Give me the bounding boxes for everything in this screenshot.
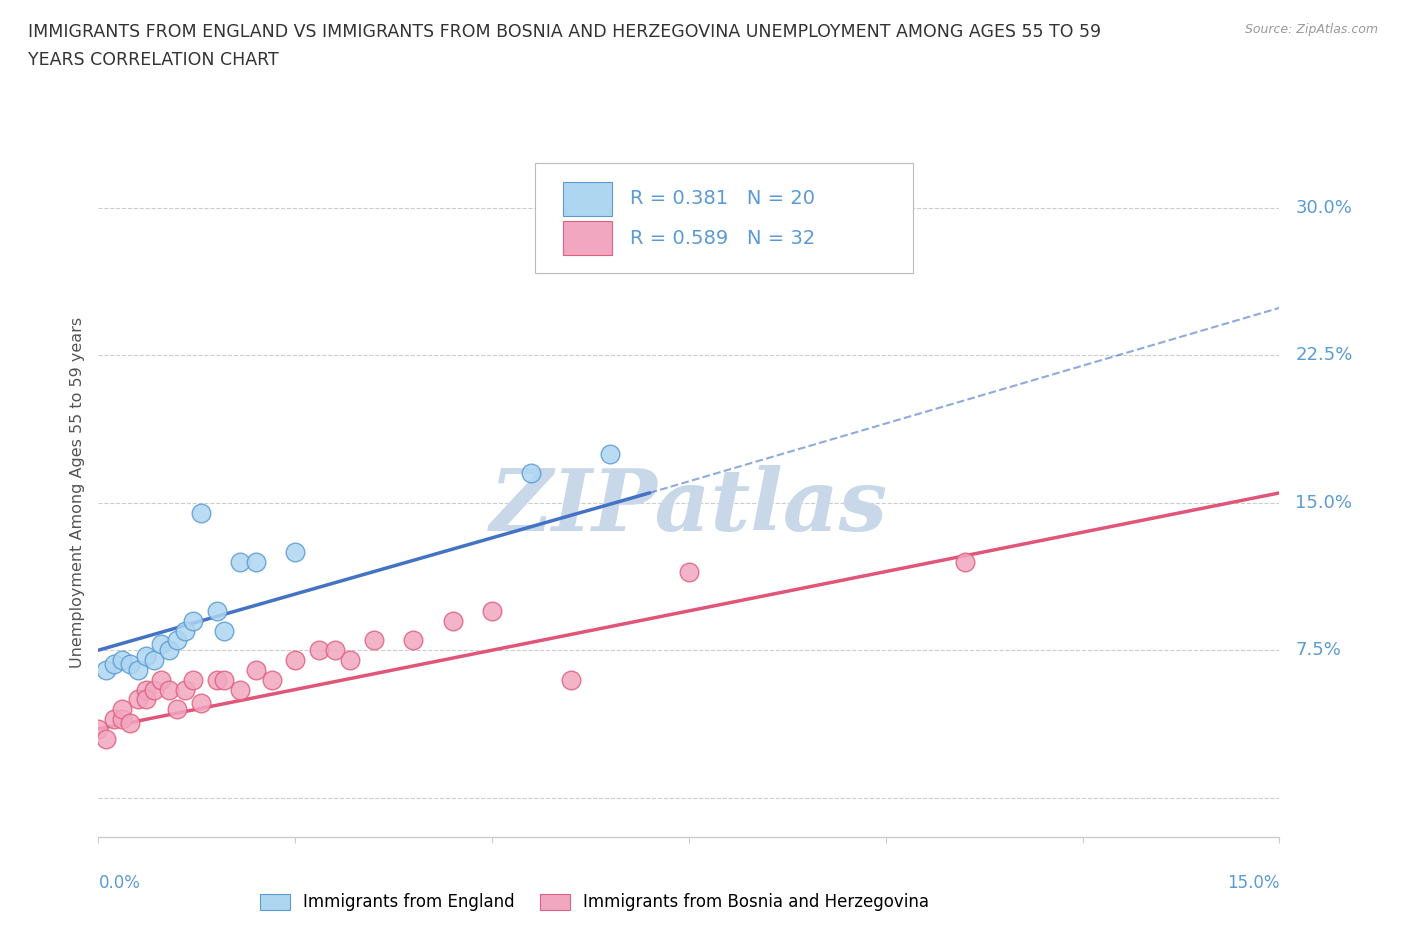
Point — [96, 731, 118, 746]
Point — [166, 702, 188, 717]
Point — [323, 643, 346, 658]
Point — [166, 633, 188, 648]
Text: YEARS CORRELATION CHART: YEARS CORRELATION CHART — [28, 51, 278, 69]
Point — [229, 682, 252, 697]
Point — [402, 633, 425, 648]
Point — [135, 682, 157, 697]
Point — [157, 643, 180, 658]
Point — [190, 696, 212, 711]
Point — [520, 466, 543, 481]
Point — [174, 623, 197, 638]
Point — [205, 604, 228, 618]
FancyBboxPatch shape — [536, 163, 914, 272]
Point — [339, 653, 361, 668]
Point — [142, 653, 165, 668]
Point — [181, 672, 204, 687]
Point — [205, 672, 228, 687]
Point — [127, 662, 149, 677]
Point — [111, 711, 134, 726]
Point — [599, 446, 621, 461]
Point — [260, 672, 283, 687]
Point — [441, 613, 464, 628]
Point — [111, 653, 134, 668]
Point — [214, 623, 236, 638]
Point — [284, 653, 307, 668]
Text: 0.0%: 0.0% — [98, 874, 141, 892]
Point — [103, 711, 125, 726]
Point — [190, 505, 212, 520]
Point — [245, 554, 267, 569]
Point — [214, 672, 236, 687]
Text: IMMIGRANTS FROM ENGLAND VS IMMIGRANTS FROM BOSNIA AND HERZEGOVINA UNEMPLOYMENT A: IMMIGRANTS FROM ENGLAND VS IMMIGRANTS FR… — [28, 23, 1101, 41]
Text: Source: ZipAtlas.com: Source: ZipAtlas.com — [1244, 23, 1378, 36]
Point — [678, 565, 700, 579]
Point — [481, 604, 503, 618]
Point — [229, 554, 252, 569]
Point — [150, 672, 173, 687]
FancyBboxPatch shape — [562, 221, 612, 255]
Point — [118, 657, 141, 671]
Point — [135, 692, 157, 707]
Point — [560, 672, 582, 687]
Point — [308, 643, 330, 658]
Point — [111, 702, 134, 717]
Text: ZIPatlas: ZIPatlas — [489, 465, 889, 549]
Point — [135, 648, 157, 663]
Point — [142, 682, 165, 697]
Point — [157, 682, 180, 697]
Text: R = 0.589   N = 32: R = 0.589 N = 32 — [630, 229, 815, 247]
Point — [174, 682, 197, 697]
Point — [284, 544, 307, 559]
Legend: Immigrants from England, Immigrants from Bosnia and Herzegovina: Immigrants from England, Immigrants from… — [253, 887, 936, 918]
Text: 15.0%: 15.0% — [1227, 874, 1279, 892]
Y-axis label: Unemployment Among Ages 55 to 59 years: Unemployment Among Ages 55 to 59 years — [69, 317, 84, 669]
Point — [118, 715, 141, 730]
Point — [363, 633, 385, 648]
FancyBboxPatch shape — [562, 182, 612, 216]
Point — [87, 722, 110, 737]
Text: R = 0.381   N = 20: R = 0.381 N = 20 — [630, 189, 815, 207]
Point — [953, 554, 976, 569]
Point — [181, 613, 204, 628]
Point — [127, 692, 149, 707]
Point — [245, 662, 267, 677]
Point — [103, 657, 125, 671]
Point — [96, 662, 118, 677]
Point — [150, 637, 173, 652]
